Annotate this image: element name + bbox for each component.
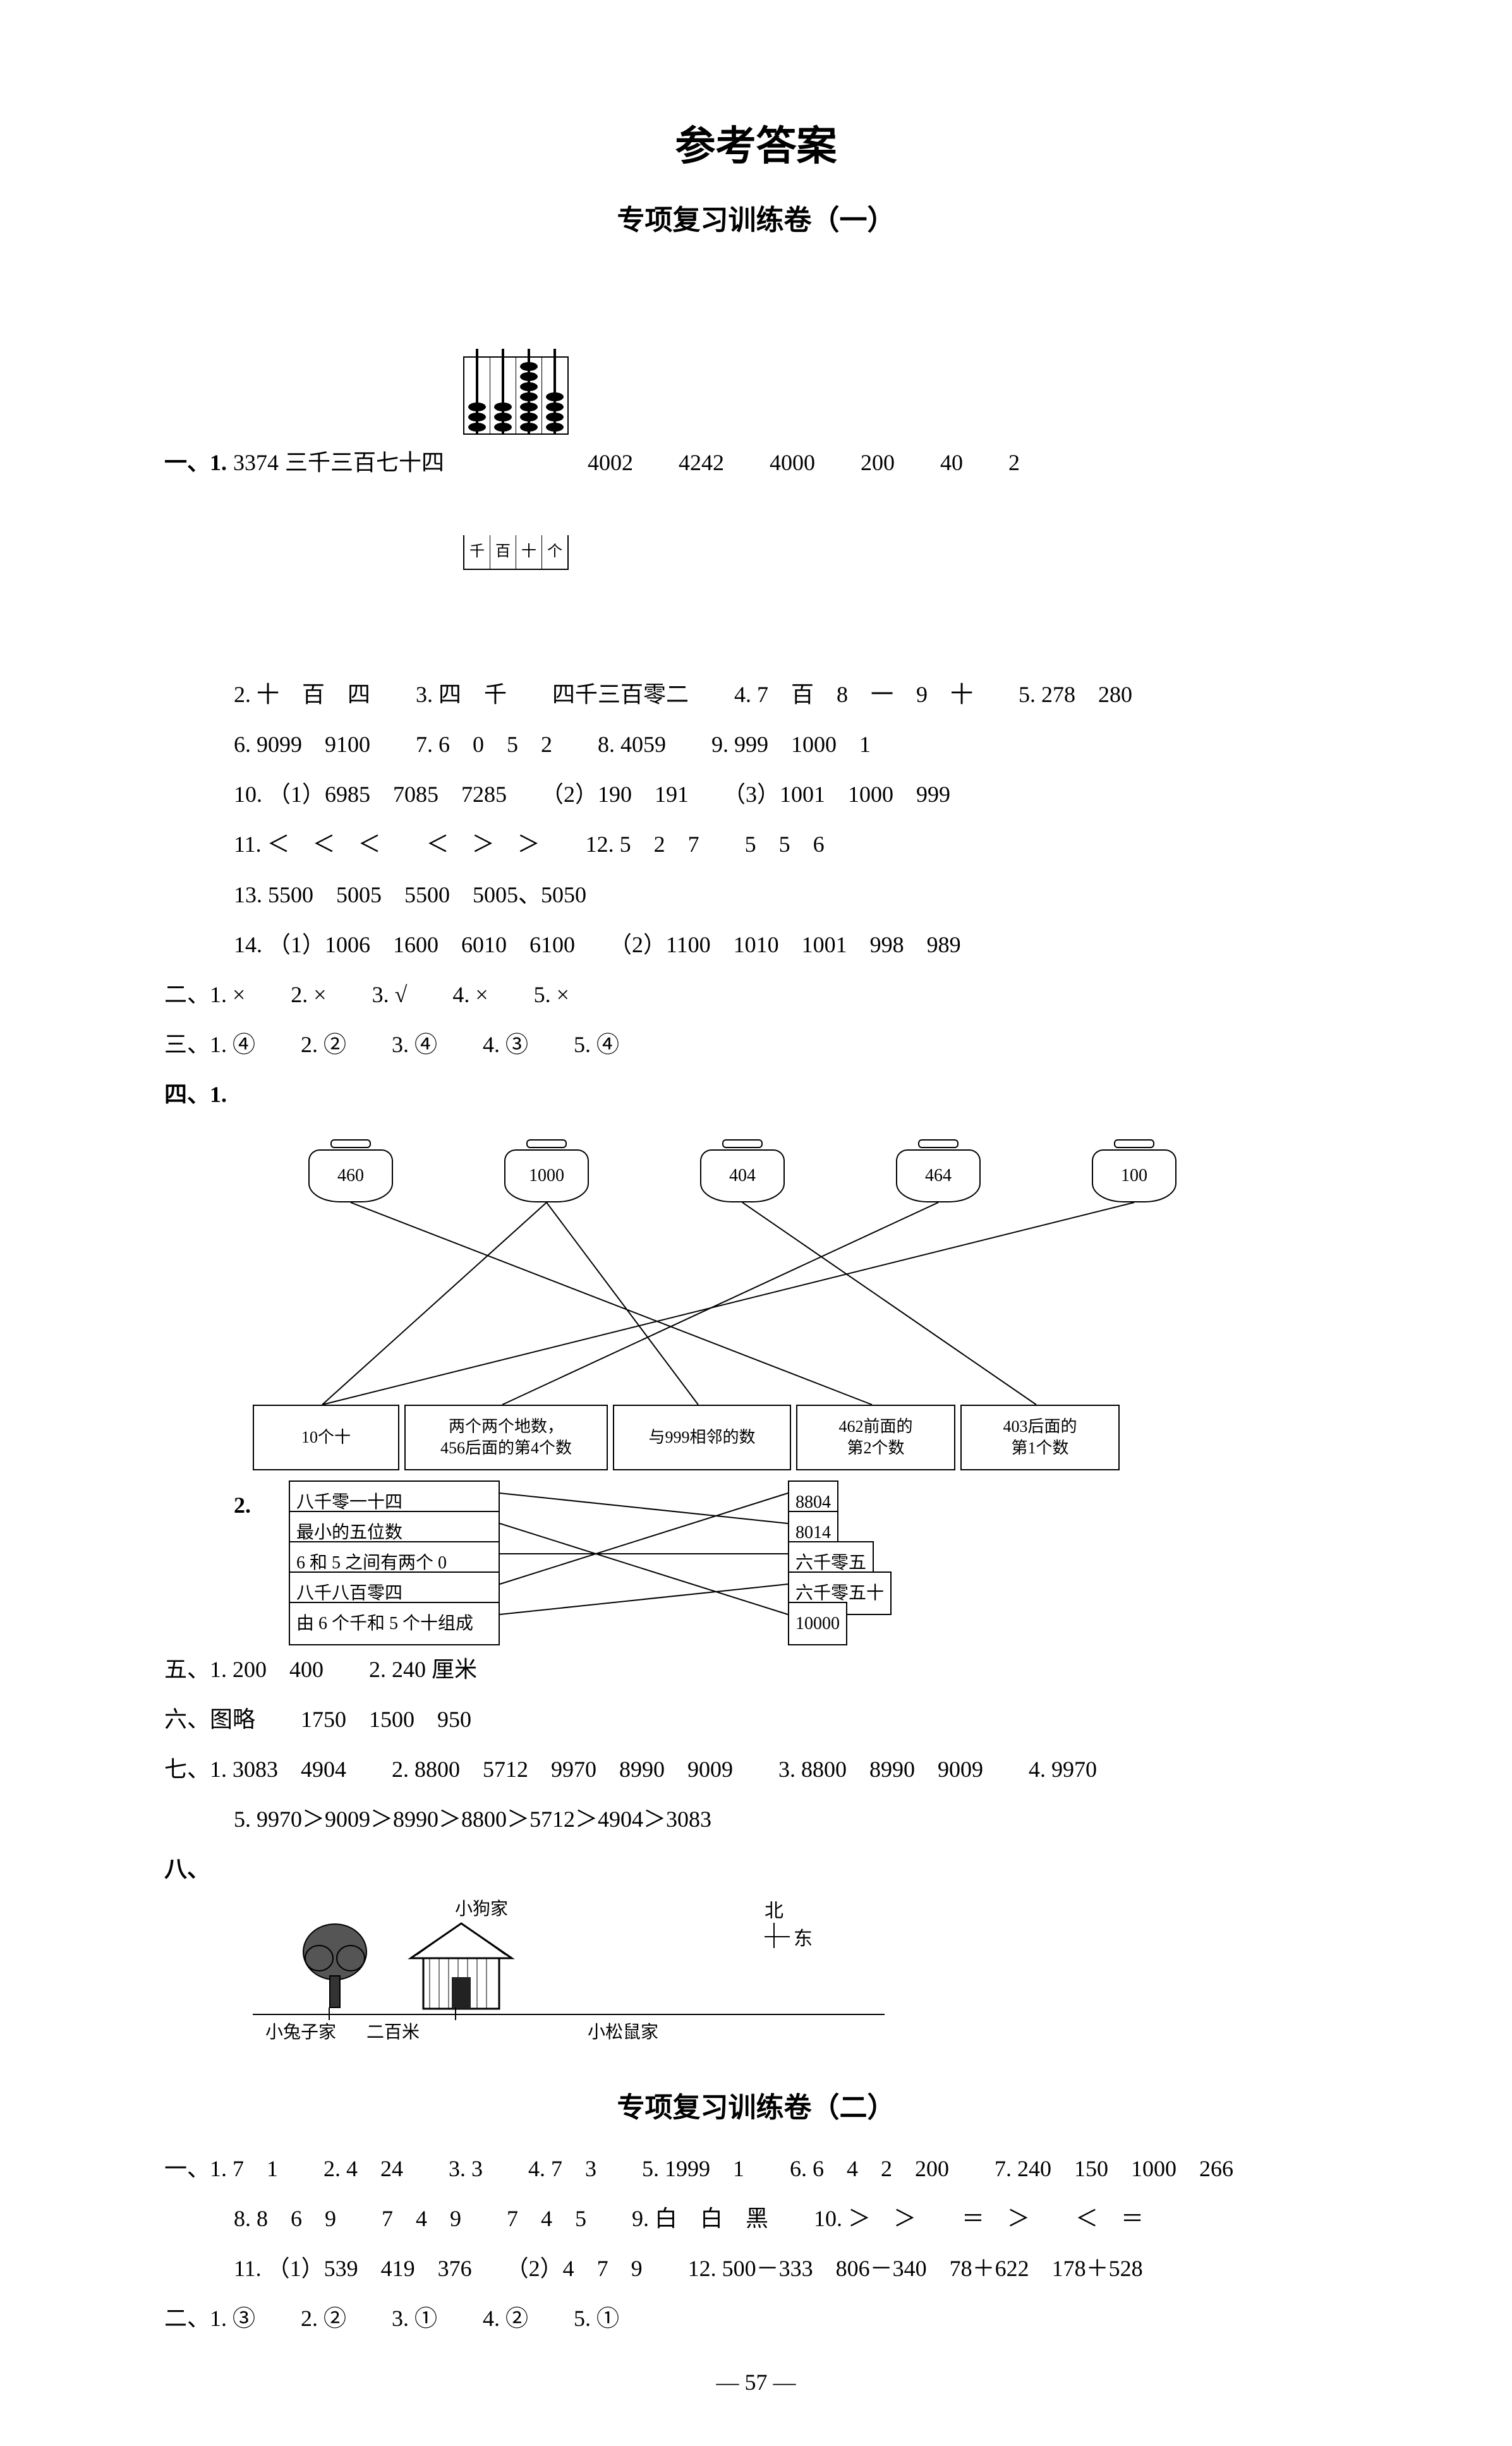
q1-b: 三千三百七十四 — [285, 438, 444, 488]
match-box: 与999相邻的数 — [613, 1405, 791, 1470]
pot-node: 460 — [297, 1139, 404, 1202]
answer-line: 一、1. 7 1 2. 4 24 3. 3 4. 7 3 5. 1999 1 6… — [164, 2144, 1348, 2194]
match-box: 10个十 — [253, 1405, 399, 1470]
section-ba: 八、 — [164, 1844, 1348, 1894]
abacus-icon: 千百十个 — [463, 257, 569, 670]
compass-east: 东 — [765, 1923, 813, 1951]
match-box: 两个两个地数， 456后面的第4个数 — [404, 1405, 608, 1470]
dog-home-label: 小狗家 — [455, 1895, 508, 1920]
q1-after: 4002 4242 4000 200 40 2 — [588, 438, 1020, 488]
section-qi-2: 5. 9970＞9009＞8990＞8800＞5712＞4904＞3083 — [164, 1795, 1348, 1844]
s2-er: 二、1. ③ 2. ② 3. ① 4. ② 5. ① — [164, 2294, 1348, 2344]
section-qi-1: 七、1. 3083 4904 2. 8800 5712 9970 8990 90… — [164, 1745, 1348, 1795]
q1-line: 一、1. 3374 三千三百七十四 千百十个 4002 4242 4000 20… — [164, 257, 1348, 670]
pot-node: 1000 — [493, 1139, 600, 1202]
match-box: 462前面的 第2个数 — [796, 1405, 955, 1470]
answer-line: 11. （1）539 419 376 （2）4 7 9 12. 500－333 … — [164, 2244, 1348, 2294]
tick — [455, 2007, 456, 2020]
section-liu: 六、图略 1750 1500 950 — [164, 1695, 1348, 1745]
section-si-2: 2. 八千零一十四最小的五位数6 和 5 之间有两个 0八千八百零四由 6 个千… — [164, 1480, 1348, 1645]
si2-label: 2. — [234, 1480, 251, 1530]
q1-a: 3374 — [233, 438, 279, 488]
house-icon — [404, 1920, 518, 2015]
scene-diagram: 小狗家 北 东 — [215, 1895, 1348, 2059]
answer-line: 8. 8 6 9 7 4 9 7 4 5 9. 白 白 黑 10. ＞ ＞ ＝ … — [164, 2194, 1348, 2244]
match2-right: 10000 — [788, 1602, 847, 1646]
answer-line: 11. ＜ ＜ ＜ ＜ ＞ ＞ 12. 5 2 7 5 5 6 — [164, 820, 1348, 869]
distance-label: 二百米 — [366, 2018, 420, 2043]
pot-node: 464 — [885, 1139, 992, 1202]
pot-node: 404 — [689, 1139, 796, 1202]
answer-line: 2. 十 百 四 3. 四 千 四千三百零二 4. 7 百 8 一 9 十 5.… — [164, 670, 1348, 720]
north-label: 北 — [765, 1895, 783, 1923]
section-er: 二、1. × 2. × 3. √ 4. × 5. × — [164, 970, 1348, 1020]
answer-line: 13. 5500 5005 5500 5005、5050 — [164, 870, 1348, 920]
main-title: 参考答案 — [164, 114, 1348, 172]
section2-title: 专项复习训练卷（二） — [164, 2085, 1348, 2125]
rabbit-label: 小兔子家 — [265, 2018, 336, 2043]
matching-diagram-2: 八千零一十四最小的五位数6 和 5 之间有两个 0八千八百零四由 6 个千和 5… — [289, 1480, 984, 1645]
section-si: 四、1. — [164, 1070, 1348, 1120]
east-label: 东 — [794, 1923, 813, 1951]
squirrel-label: 小松鼠家 — [588, 2018, 658, 2043]
match-box: 403后面的 第1个数 — [960, 1405, 1120, 1470]
answer-line: 10. （1）6985 7085 7285 （2）190 191 （3）1001… — [164, 770, 1348, 820]
page-number: — 57 — — [164, 2369, 1348, 2395]
matching-diagram-1: 460 1000 404 464 100 10个十两个两个地数， 456后面的第4个数与9… — [164, 1127, 1348, 1480]
answer-line: 14. （1）1006 1600 6010 6100 （2）1100 1010 … — [164, 920, 1348, 970]
tree-icon — [297, 1920, 373, 2015]
section1-title: 专项复习训练卷（一） — [164, 197, 1348, 238]
section-san: 三、1. ④ 2. ② 3. ④ 4. ③ 5. ④ — [164, 1020, 1348, 1070]
tick — [329, 2007, 330, 2020]
answer-line: 6. 9099 9100 7. 6 0 5 2 8. 4059 9. 999 1… — [164, 720, 1348, 770]
ground-line — [253, 2014, 885, 2015]
match2-left: 由 6 个千和 5 个十组成 — [289, 1602, 500, 1646]
q1-prefix: 一、1. — [164, 438, 227, 488]
section-wu: 五、1. 200 400 2. 240 厘米 — [164, 1645, 1348, 1695]
pot-node: 100 — [1080, 1139, 1188, 1202]
